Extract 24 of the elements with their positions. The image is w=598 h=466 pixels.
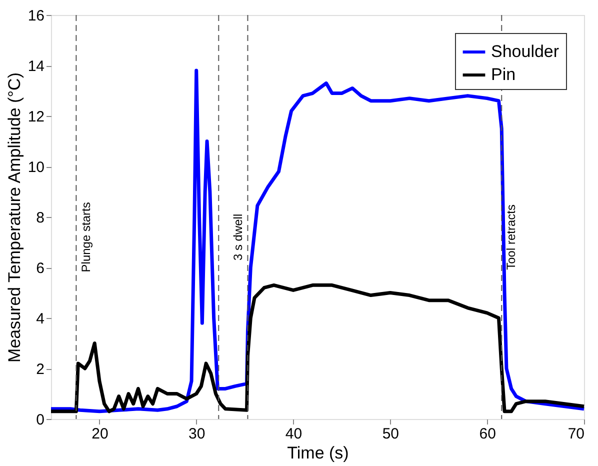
y-axis-title: Measured Temperature Amplitude (°C) <box>4 72 24 362</box>
y-tick-label: 8 <box>36 210 44 226</box>
x-axis-title: Time (s) <box>287 444 349 462</box>
ref-line-label: 3 s dwell <box>231 214 246 261</box>
x-tick-label: 70 <box>568 426 584 442</box>
x-tick-label: 30 <box>188 426 206 442</box>
line-series <box>49 68 586 414</box>
x-tick-label: 50 <box>382 426 400 442</box>
legend-label: Shoulder <box>491 42 560 61</box>
x-tick-label: 60 <box>479 426 496 442</box>
ref-line-label: Plunge starts <box>78 202 93 272</box>
x-tick-label: 40 <box>285 426 302 442</box>
line-series <box>49 283 586 414</box>
ref-line-label: Tool retracts <box>504 204 518 270</box>
y-tick-label: 14 <box>28 58 44 75</box>
y-tick-label: 0 <box>36 412 44 428</box>
y-tick-label: 10 <box>28 159 44 176</box>
y-tick-label: 16 <box>28 8 44 24</box>
y-tick-label: 12 <box>28 108 44 126</box>
legend-label: Pin <box>491 65 516 84</box>
x-tick-label: 20 <box>92 426 108 442</box>
y-tick-label: 4 <box>36 310 44 328</box>
y-tick-label: 2 <box>36 361 44 378</box>
y-tick-label: 6 <box>36 260 44 277</box>
